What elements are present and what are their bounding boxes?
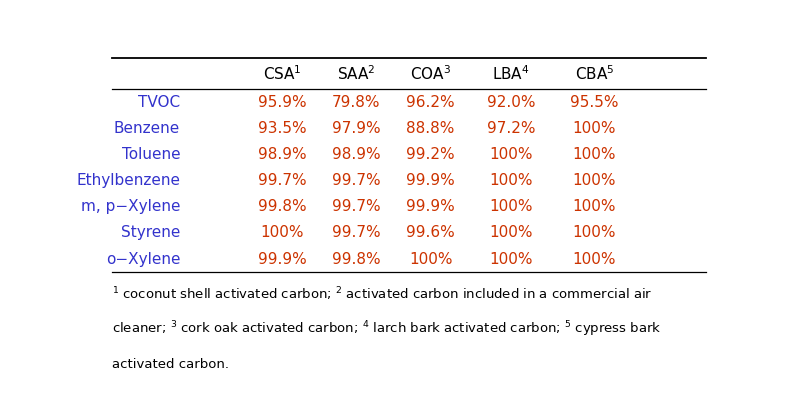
Text: 99.2%: 99.2% bbox=[406, 147, 455, 162]
Text: LBA$^4$: LBA$^4$ bbox=[492, 64, 530, 83]
Text: 95.9%: 95.9% bbox=[258, 95, 306, 110]
Text: TVOC: TVOC bbox=[138, 95, 180, 110]
Text: 99.7%: 99.7% bbox=[258, 173, 306, 188]
Text: CBA$^5$: CBA$^5$ bbox=[575, 64, 614, 83]
Text: 97.9%: 97.9% bbox=[332, 121, 381, 136]
Text: 98.9%: 98.9% bbox=[332, 147, 381, 162]
Text: Toluene: Toluene bbox=[121, 147, 180, 162]
Text: 100%: 100% bbox=[489, 199, 533, 214]
Text: 99.7%: 99.7% bbox=[332, 225, 381, 240]
Text: 100%: 100% bbox=[489, 147, 533, 162]
Text: 100%: 100% bbox=[260, 225, 304, 240]
Text: 99.9%: 99.9% bbox=[406, 199, 455, 214]
Text: 88.8%: 88.8% bbox=[406, 121, 455, 136]
Text: 99.6%: 99.6% bbox=[406, 225, 455, 240]
Text: 93.5%: 93.5% bbox=[258, 121, 306, 136]
Text: 100%: 100% bbox=[573, 173, 616, 188]
Text: 92.0%: 92.0% bbox=[487, 95, 535, 110]
Text: $^1$ coconut shell activated carbon; $^2$ activated carbon included in a commerc: $^1$ coconut shell activated carbon; $^2… bbox=[112, 286, 653, 303]
Text: 100%: 100% bbox=[489, 225, 533, 240]
Text: 100%: 100% bbox=[573, 121, 616, 136]
Text: COA$^3$: COA$^3$ bbox=[410, 64, 451, 83]
Text: Benzene: Benzene bbox=[114, 121, 180, 136]
Text: 95.5%: 95.5% bbox=[571, 95, 618, 110]
Text: Ethylbenzene: Ethylbenzene bbox=[76, 173, 180, 188]
Text: o−Xylene: o−Xylene bbox=[105, 252, 180, 267]
Text: 97.2%: 97.2% bbox=[487, 121, 535, 136]
Text: SAA$^2$: SAA$^2$ bbox=[338, 64, 376, 83]
Text: 100%: 100% bbox=[489, 173, 533, 188]
Text: 100%: 100% bbox=[573, 252, 616, 267]
Text: 99.7%: 99.7% bbox=[332, 199, 381, 214]
Text: m, p−Xylene: m, p−Xylene bbox=[81, 199, 180, 214]
Text: 99.8%: 99.8% bbox=[258, 199, 306, 214]
Text: CSA$^1$: CSA$^1$ bbox=[263, 64, 302, 83]
Text: cleaner; $^3$ cork oak activated carbon; $^4$ larch bark activated carbon; $^5$ : cleaner; $^3$ cork oak activated carbon;… bbox=[112, 320, 662, 339]
Text: 79.8%: 79.8% bbox=[332, 95, 381, 110]
Text: 99.7%: 99.7% bbox=[332, 173, 381, 188]
Text: 99.9%: 99.9% bbox=[258, 252, 306, 267]
Text: 96.2%: 96.2% bbox=[406, 95, 455, 110]
Text: 99.9%: 99.9% bbox=[406, 173, 455, 188]
Text: Styrene: Styrene bbox=[120, 225, 180, 240]
Text: 100%: 100% bbox=[573, 225, 616, 240]
Text: 100%: 100% bbox=[409, 252, 452, 267]
Text: 100%: 100% bbox=[573, 147, 616, 162]
Text: activated carbon.: activated carbon. bbox=[112, 358, 229, 371]
Text: 98.9%: 98.9% bbox=[258, 147, 306, 162]
Text: 99.8%: 99.8% bbox=[332, 252, 381, 267]
Text: 100%: 100% bbox=[573, 199, 616, 214]
Text: 100%: 100% bbox=[489, 252, 533, 267]
